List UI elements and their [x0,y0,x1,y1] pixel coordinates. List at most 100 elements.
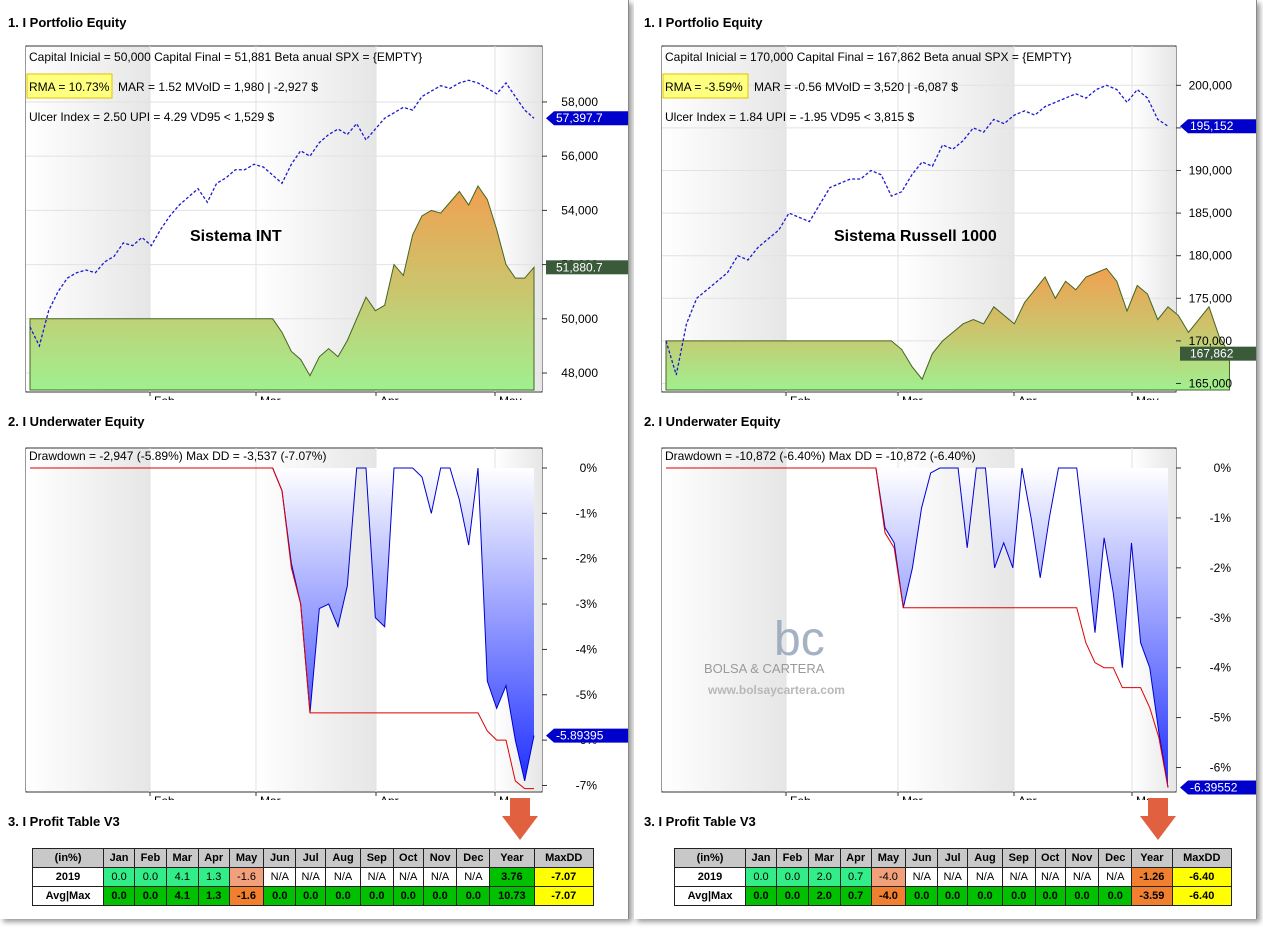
table-cell: N/A [1034,867,1066,887]
table-header-cell: Year [489,848,535,868]
table-cell: N/A [392,867,424,887]
row-label: 2019 [31,867,105,887]
rma-value: RMA = -3.59% [665,80,743,94]
table-header-cell: Oct [1034,848,1066,868]
right-panel: 1. I Portfolio Equity 165,000 170,000 175,… [634,0,1257,919]
table-header-cell: Nov [422,848,458,868]
table-cell: -4.0 [870,886,907,906]
y-tick-label: 185,000 [1189,206,1233,220]
max-drawdown-line [30,467,534,790]
last-equity-label: 57,397.7 [556,111,603,125]
table-cell: 0.0 [905,886,939,906]
y-tick-label: -6% [1210,761,1232,775]
equity-chart-int: 48,00050,00052,00054,00056,00058,000FebM… [25,45,628,400]
y-tick-label: -4% [576,642,598,656]
last-equity-label: 195,152 [1190,119,1234,133]
table-cell: 0.0 [456,886,491,906]
rma-highlight [662,73,749,99]
drawdown-area [30,468,534,781]
table-header-cell: Dec [456,848,491,868]
max-drawdown-line [666,467,1169,788]
y-tick-label: 0% [1214,461,1232,475]
table-cell: 1.3 [197,886,230,906]
table-cell: 0.0 [325,886,361,906]
table-header-cell: Mar [807,848,841,868]
table-header-cell: Jul [937,848,969,868]
table-header-cell: Jun [263,848,297,868]
table-header-cell: Jul [295,848,327,868]
month-band [150,449,256,791]
table-header-cell: MaxDD [533,848,594,868]
table-cell: N/A [1098,867,1133,887]
table-cell: -7.07 [533,867,594,887]
table-row: 2019 0.0 0.0 2.0 0.7 -4.0 N/A N/A N/A N/A N/A N/A N/… [673,867,1233,887]
table-cell: 0.0 [745,867,777,887]
y-tick-label: -7% [576,778,598,792]
table-cell: -1.6 [228,886,265,906]
y-tick-label: 200,000 [1189,78,1233,92]
stats-line-1: Capital Inicial = 170,000 Capital Final … [665,50,1072,64]
table-cell: 2.0 [807,886,841,906]
table-cell: N/A [295,867,327,887]
table-cell: 0.0 [745,886,777,906]
table-cell: N/A [1064,867,1100,887]
table-cell: 0.0 [1001,886,1036,906]
table-cell: 0.0 [967,886,1003,906]
table-header-cell: Year [1131,848,1173,868]
table-header-cell: Aug [325,848,361,868]
table-header-cell: Jan [103,848,136,868]
last-drawdown-badge [546,728,628,743]
table-header-cell: Apr [839,848,872,868]
drawdown-stats: Drawdown = -10,872 (-6.40%) Max DD = -10… [665,449,976,463]
table-cell: N/A [967,867,1003,887]
table-cell: N/A [422,867,458,887]
row-label: Avg|Max [673,886,747,906]
table-cell: 10.73 [489,886,535,906]
profit-section-title: 3. I Profit Table V3 [8,814,120,829]
y-tick-label: 50,000 [561,312,598,326]
underwater-chart-int: 0%-1%-2%-3%-4%-5%-6%-7%FebMarAprMay-5.89… [25,447,628,800]
y-tick-label: -5% [576,688,598,702]
table-header-cell: Nov [1064,848,1100,868]
y-tick-label: -5% [1210,711,1232,725]
y-tick-label: -1% [1210,511,1232,525]
table-cell: 0.7 [839,867,872,887]
down-arrow-icon [1140,798,1176,840]
table-cell: -6.40 [1171,886,1233,906]
table-row: Avg|Max 0.0 0.0 2.0 0.7 -4.0 0.0 0.0 0.0 0.0 0.0 0.… [673,886,1233,906]
table-cell: N/A [905,867,939,887]
x-tick-label: Apr [1018,394,1037,400]
y-tick-label: -4% [1210,661,1232,675]
table-header-cell: May [228,848,265,868]
stats-line-2: MAR = 1.52 MVolD = 1,980 | -2,927 $ [118,80,318,94]
table-header-cell: Feb [134,848,167,868]
table-cell: 0.0 [937,886,969,906]
last-equity-badge [546,111,628,126]
drawdown-area [666,468,1168,788]
y-tick-label: -2% [1210,561,1232,575]
y-tick-label: -2% [576,552,598,566]
table-header-cell: Sep [359,848,394,868]
table-cell: N/A [937,867,969,887]
table-cell: 0.0 [295,886,327,906]
table-cell: N/A [325,867,361,887]
stats-line-1: Capital Inicial = 50,000 Capital Final =… [29,50,422,64]
month-band [376,449,495,791]
last-benchmark-badge [1180,346,1256,361]
y-tick-label: 180,000 [1189,249,1233,263]
y-tick-label: 58,000 [561,95,598,109]
table-header-cell: Aug [967,848,1003,868]
benchmark-area [29,184,535,391]
table-cell: -6.40 [1171,867,1233,887]
table-cell: N/A [359,867,394,887]
last-drawdown-badge [1180,780,1256,795]
y-tick-label: 165,000 [1189,376,1233,390]
table-cell: -1.6 [228,867,265,887]
equity-line [29,79,535,348]
table-cell: N/A [263,867,297,887]
table-cell: 0.0 [1098,886,1133,906]
last-benchmark-label: 51,880.7 [556,260,603,274]
table-header-cell: May [870,848,907,868]
x-tick-label: Feb [790,794,811,800]
x-tick-label: May [499,794,522,800]
